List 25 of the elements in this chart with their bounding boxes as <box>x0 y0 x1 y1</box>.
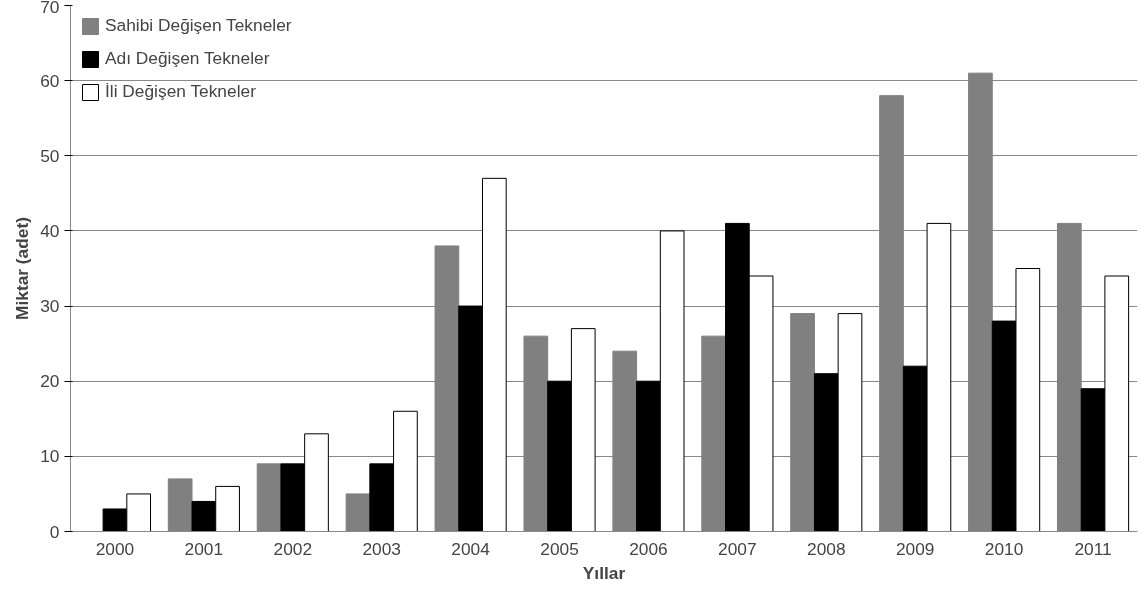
x-tick-label: 2003 <box>362 538 401 559</box>
x-tick-label: 2001 <box>184 538 224 559</box>
y-tick-label: 70 <box>40 0 60 17</box>
legend-label: İli Değişen Tekneler <box>105 81 256 102</box>
x-tick-label: 2007 <box>718 538 757 559</box>
x-tick-label: 2009 <box>895 538 935 559</box>
y-tick-label: 10 <box>40 446 60 467</box>
y-tick-label: 0 <box>49 521 60 542</box>
y-tick-label: 40 <box>40 220 60 241</box>
x-tick-label: 2005 <box>540 538 579 559</box>
x-tick-label: 2002 <box>273 538 313 559</box>
legend-label: Adı Değişen Tekneler <box>105 48 270 69</box>
x-tick-label: 2011 <box>1074 538 1112 559</box>
x-tick-label: 2006 <box>629 538 668 559</box>
y-axis-title: Miktar (adet) <box>12 216 33 321</box>
y-tick-label: 60 <box>40 70 60 91</box>
x-tick-label: 2008 <box>807 538 846 559</box>
legend-label: Sahibi Değişen Tekneler <box>105 15 292 36</box>
x-tick-label: 2010 <box>984 538 1024 559</box>
y-tick-label: 30 <box>40 296 60 317</box>
x-axis-title: Yıllar <box>582 562 626 583</box>
x-tick-label: 2004 <box>451 538 491 559</box>
x-tick-label: 2000 <box>95 538 135 559</box>
y-tick-label: 20 <box>40 371 60 392</box>
y-tick-label: 50 <box>40 145 60 166</box>
